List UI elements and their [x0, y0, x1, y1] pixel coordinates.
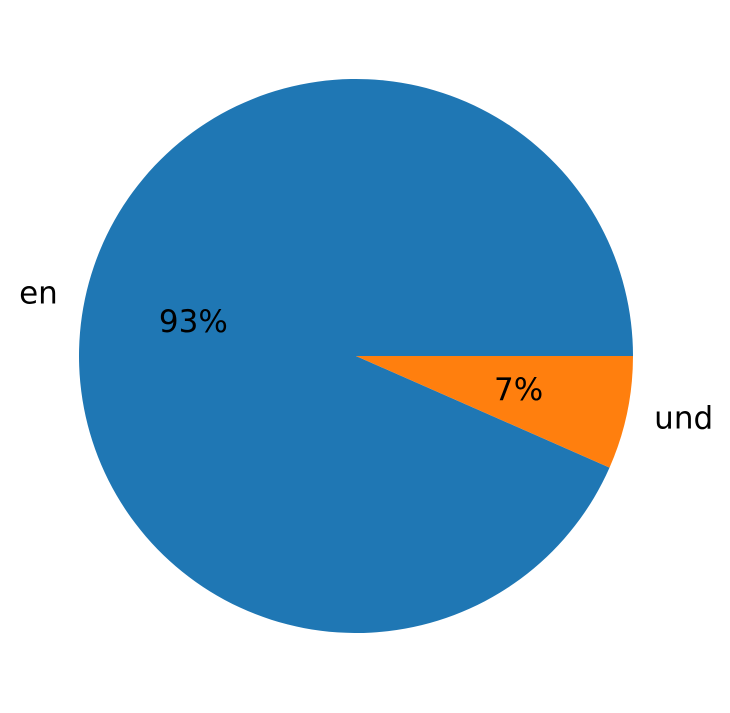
- slice-pct-und: 7%: [494, 372, 543, 408]
- slice-label-en: en: [19, 275, 58, 311]
- pie-slice-en: [78, 79, 633, 634]
- slice-label-und: und: [654, 401, 713, 437]
- pie-labels: en 93% und 7%: [19, 275, 713, 436]
- pie-slices: [78, 79, 633, 634]
- slice-pct-en: 93%: [159, 304, 228, 340]
- pie-slice-und: [356, 356, 633, 468]
